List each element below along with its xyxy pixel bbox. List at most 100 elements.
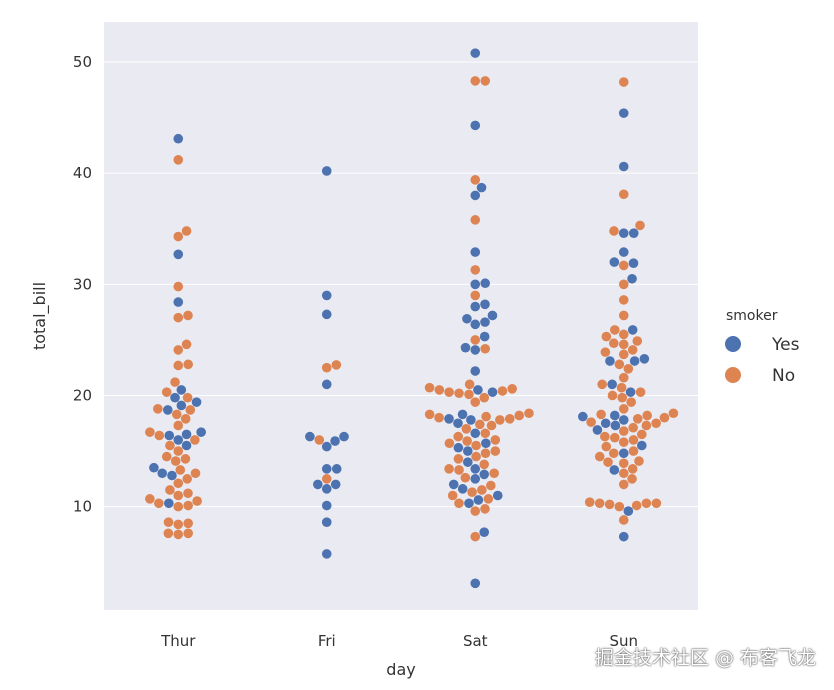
data-point-no [479, 392, 490, 403]
data-point-yes [457, 409, 468, 420]
data-point-yes [157, 468, 168, 479]
data-point-no [444, 387, 454, 397]
data-point-yes [618, 228, 629, 238]
data-point-no [495, 415, 505, 425]
data-point-no [490, 446, 501, 456]
data-point-yes [462, 457, 473, 467]
data-point-yes [460, 342, 471, 353]
data-point-no [461, 424, 472, 434]
data-point-yes [470, 578, 481, 589]
data-point-no [183, 518, 193, 529]
data-point-no [631, 500, 642, 511]
data-point-yes [470, 366, 481, 376]
data-point-no [641, 498, 652, 509]
data-point-no [470, 265, 481, 275]
data-point-yes [466, 415, 476, 425]
data-point-no [154, 430, 165, 441]
data-point-no [524, 408, 534, 419]
data-point-yes [321, 166, 332, 176]
data-point-no [454, 498, 464, 509]
data-point-no [447, 490, 458, 501]
data-point-yes [167, 470, 177, 481]
data-point-yes [312, 479, 323, 490]
data-point-no [165, 485, 175, 495]
data-point-yes [164, 430, 175, 441]
data-point-yes [470, 190, 481, 201]
data-point-no [632, 336, 643, 346]
data-point-no [173, 478, 184, 489]
data-point-yes [618, 161, 629, 172]
data-point-yes [321, 464, 332, 474]
data-point-yes [321, 500, 332, 511]
y-tick-label: 40 [73, 164, 92, 182]
data-point-yes [609, 465, 620, 475]
data-point-yes [473, 385, 483, 395]
data-point-yes [462, 446, 473, 456]
data-point-yes [170, 392, 180, 403]
data-point-yes [618, 448, 629, 459]
data-point-yes [480, 278, 490, 289]
data-point-no [618, 339, 629, 350]
data-point-no [434, 385, 445, 395]
data-point-no [601, 331, 612, 342]
data-point-no [627, 345, 638, 355]
data-point-no [470, 335, 481, 345]
plot-background [104, 22, 698, 610]
data-point-no [453, 454, 464, 464]
data-point-no [497, 386, 508, 396]
data-point-yes [321, 517, 332, 527]
data-point-no [462, 436, 472, 446]
data-point-no [618, 404, 629, 414]
data-point-no [632, 414, 643, 424]
data-point-no [470, 397, 481, 407]
data-point-yes [321, 549, 332, 559]
data-point-no [175, 465, 186, 475]
legend-marker-no [725, 367, 741, 383]
data-point-yes [330, 436, 340, 446]
x-axis-label: day [386, 660, 415, 679]
data-point-no [480, 428, 491, 439]
data-point-no [190, 468, 201, 479]
data-point-no [641, 420, 652, 431]
data-point-yes [618, 531, 629, 542]
data-point-yes [476, 182, 487, 193]
data-point-yes [578, 411, 588, 422]
data-point-no [634, 456, 644, 466]
data-point-yes [629, 356, 640, 366]
data-point-yes [623, 506, 634, 516]
data-point-no [651, 498, 662, 509]
data-point-no [161, 451, 172, 462]
data-point-yes [462, 313, 472, 324]
data-point-no [454, 465, 464, 475]
data-point-no [173, 446, 184, 456]
data-point-no [173, 420, 184, 431]
data-point-yes [470, 279, 481, 290]
data-point-yes [176, 385, 187, 395]
data-point-no [470, 76, 481, 86]
data-point-yes [610, 420, 621, 431]
data-point-no [489, 468, 499, 479]
data-point-no [618, 458, 629, 469]
data-point-no [471, 451, 481, 462]
data-point-no [153, 404, 163, 414]
data-point-no [170, 456, 181, 466]
data-point-no [173, 490, 184, 501]
data-point-yes [609, 410, 620, 421]
legend-label-no: No [772, 366, 795, 386]
legend-label-yes: Yes [771, 335, 800, 355]
data-point-yes [173, 133, 184, 144]
y-tick-label: 10 [73, 498, 92, 516]
data-point-no [192, 496, 202, 506]
data-point-no [470, 175, 481, 185]
data-point-no [637, 429, 647, 440]
data-point-no [477, 485, 487, 495]
x-tick-label: Sat [463, 632, 488, 650]
data-point-yes [321, 441, 332, 452]
data-point-yes [453, 418, 463, 429]
data-point-no [480, 76, 491, 86]
data-point-no [651, 418, 661, 429]
data-point-no [628, 446, 639, 456]
data-point-no [486, 480, 496, 491]
data-point-yes [481, 438, 491, 449]
data-point-yes [470, 247, 481, 257]
